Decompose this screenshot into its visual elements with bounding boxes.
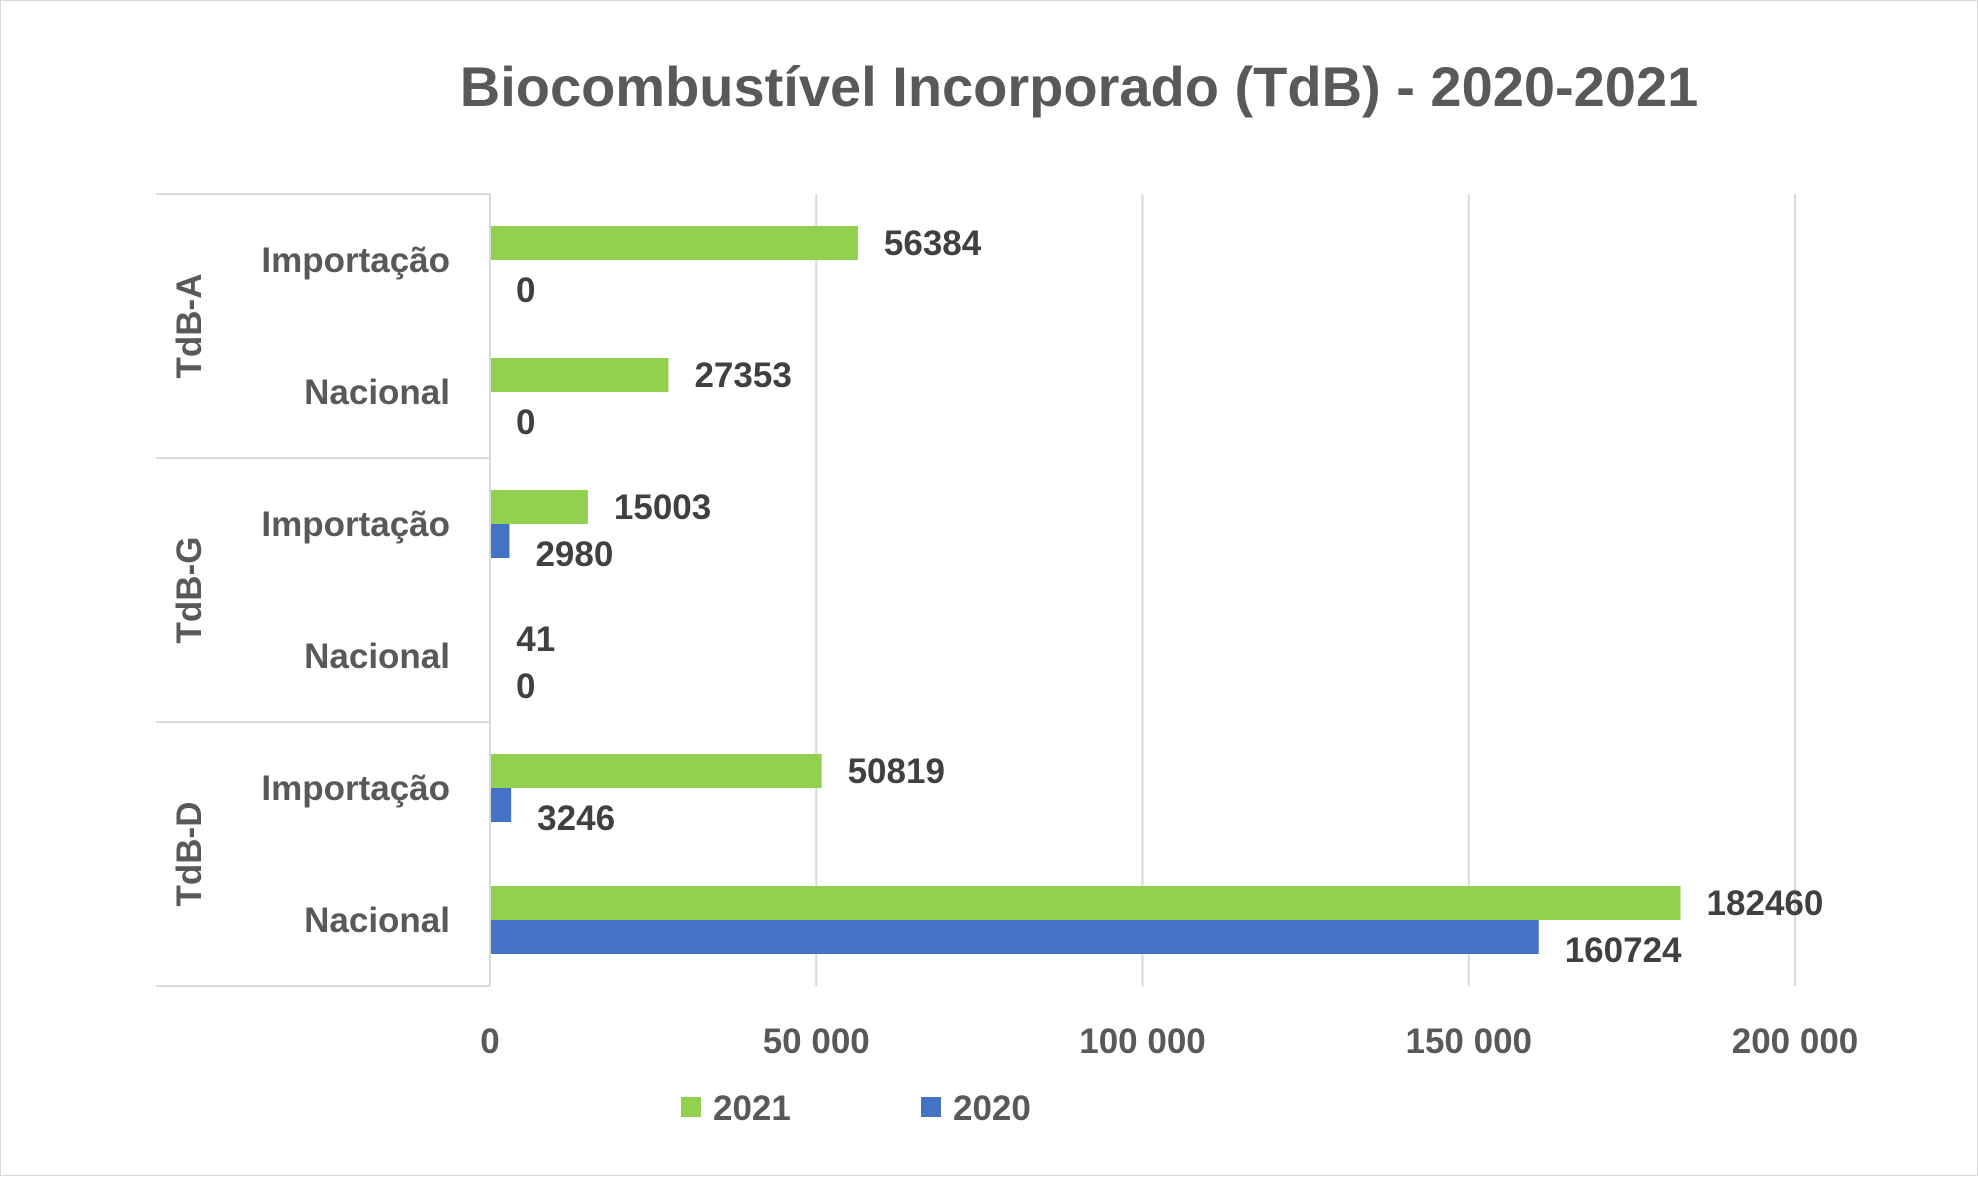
category-label: Nacional (304, 637, 450, 676)
data-label-2020: 0 (516, 667, 535, 706)
category-label: Importação (261, 505, 450, 544)
legend-label-2020: 2020 (953, 1089, 1031, 1128)
x-tick-label: 100 000 (1079, 1022, 1206, 1061)
group-label: TdB-G (170, 537, 209, 644)
x-tick-label: 150 000 (1405, 1022, 1532, 1061)
data-label-2020: 3246 (537, 799, 615, 838)
category-label: Nacional (304, 901, 450, 940)
data-label-2020: 160724 (1565, 931, 1682, 970)
data-label-2021: 182460 (1707, 884, 1824, 923)
legend-label-2021: 2021 (713, 1089, 791, 1128)
category-label: Importação (261, 769, 450, 808)
bar-2020 (490, 920, 1539, 954)
bar-2020 (490, 524, 509, 558)
group-label: TdB-A (170, 274, 209, 379)
category-label: Importação (261, 241, 450, 280)
data-label-2020: 2980 (535, 535, 613, 574)
group-label: TdB-D (170, 802, 209, 907)
x-tick-label: 50 000 (763, 1022, 870, 1061)
category-label: Nacional (304, 373, 450, 412)
x-tick-label: 0 (480, 1022, 499, 1061)
bar-2021 (490, 358, 668, 392)
bar-2020 (490, 788, 511, 822)
data-label-2020: 0 (516, 271, 535, 310)
legend-swatch-2020 (921, 1097, 941, 1117)
data-label-2021: 50819 (848, 752, 945, 791)
bar-2021 (490, 490, 588, 524)
bar-2021 (490, 226, 858, 260)
data-label-2021: 41 (516, 620, 555, 659)
data-label-2021: 56384 (884, 224, 982, 263)
bar-2021 (490, 754, 822, 788)
bar-2021 (490, 886, 1681, 920)
data-label-2020: 0 (516, 403, 535, 442)
x-tick-label: 200 000 (1732, 1022, 1859, 1061)
data-label-2021: 15003 (614, 488, 711, 527)
chart-title: Biocombustível Incorporado (TdB) - 2020-… (460, 55, 1698, 118)
legend-swatch-2021 (681, 1097, 701, 1117)
data-label-2021: 27353 (694, 356, 791, 395)
